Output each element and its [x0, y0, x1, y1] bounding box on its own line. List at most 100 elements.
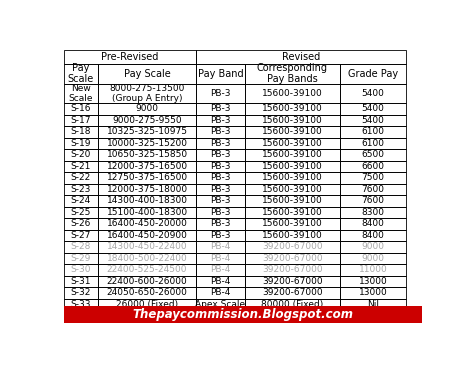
Bar — [340, 84, 406, 103]
Text: 13000: 13000 — [358, 288, 387, 298]
Text: S-26: S-26 — [71, 220, 91, 228]
Bar — [98, 264, 196, 276]
Bar — [64, 253, 98, 264]
Bar — [245, 103, 340, 115]
Bar — [245, 161, 340, 172]
Bar — [98, 230, 196, 241]
Bar — [245, 299, 340, 310]
Text: Nil: Nil — [367, 311, 379, 320]
Text: 15600-39100: 15600-39100 — [262, 139, 323, 148]
Text: 6100: 6100 — [361, 128, 384, 136]
Bar — [340, 172, 406, 184]
Bar — [98, 264, 196, 276]
Text: S-31: S-31 — [71, 277, 91, 286]
Text: 14300-450-22400: 14300-450-22400 — [107, 243, 187, 251]
Bar — [245, 103, 340, 115]
Bar — [196, 115, 245, 126]
Bar — [340, 253, 406, 264]
Bar — [340, 276, 406, 287]
Bar — [196, 161, 245, 172]
Bar — [340, 103, 406, 115]
Text: S-18: S-18 — [71, 128, 91, 136]
Bar — [196, 241, 245, 253]
Text: 8300: 8300 — [361, 208, 384, 217]
Bar — [64, 161, 98, 172]
Bar — [245, 299, 340, 310]
Bar — [196, 172, 245, 184]
Text: 15600-39100: 15600-39100 — [262, 220, 323, 228]
Text: 15600-39100: 15600-39100 — [262, 104, 323, 113]
Text: PB-3: PB-3 — [210, 231, 231, 240]
Bar — [245, 149, 340, 161]
Bar — [64, 126, 98, 138]
Bar — [98, 172, 196, 184]
Text: 8400: 8400 — [362, 231, 384, 240]
Bar — [340, 184, 406, 195]
Bar — [196, 218, 245, 230]
Text: 80000 (Fixed): 80000 (Fixed) — [261, 300, 323, 309]
Bar — [98, 287, 196, 299]
Text: Pay
Scale: Pay Scale — [68, 63, 94, 84]
Text: S-33: S-33 — [71, 300, 91, 309]
Bar — [340, 172, 406, 184]
Bar — [196, 50, 406, 64]
Text: S-27: S-27 — [71, 231, 91, 240]
Bar — [245, 64, 340, 84]
Bar — [64, 149, 98, 161]
Bar — [245, 230, 340, 241]
Text: PB-4: PB-4 — [210, 288, 231, 298]
Bar — [340, 299, 406, 310]
Bar — [64, 184, 98, 195]
Bar — [98, 64, 196, 84]
Bar — [196, 310, 245, 322]
Text: 16400-450-20900: 16400-450-20900 — [107, 231, 187, 240]
Bar — [245, 138, 340, 149]
Bar — [98, 253, 196, 264]
Bar — [98, 253, 196, 264]
Bar — [340, 103, 406, 115]
Bar — [196, 310, 245, 322]
Bar — [340, 218, 406, 230]
Bar — [245, 241, 340, 253]
Bar — [196, 207, 245, 218]
Bar — [98, 184, 196, 195]
Bar — [64, 64, 98, 84]
Text: 11000: 11000 — [358, 265, 387, 275]
Text: Cab. Sec./: Cab. Sec./ — [198, 311, 243, 320]
Bar — [340, 241, 406, 253]
Bar — [340, 161, 406, 172]
Bar — [64, 172, 98, 184]
Bar — [196, 149, 245, 161]
Text: S-16: S-16 — [71, 104, 91, 113]
Text: 15600-39100: 15600-39100 — [262, 196, 323, 206]
Bar — [245, 287, 340, 299]
Bar — [340, 310, 406, 322]
Bar — [98, 195, 196, 207]
Text: 15600-39100: 15600-39100 — [262, 162, 323, 171]
Bar — [64, 306, 422, 323]
Text: 22400-600-26000: 22400-600-26000 — [107, 277, 187, 286]
Text: 90000 (Fixed): 90000 (Fixed) — [261, 311, 323, 320]
Text: 9000-275-9550: 9000-275-9550 — [112, 116, 182, 125]
Bar — [245, 310, 340, 322]
Bar — [64, 310, 98, 322]
Text: 5400: 5400 — [362, 116, 384, 125]
Bar — [196, 264, 245, 276]
Text: 16400-450-20000: 16400-450-20000 — [107, 220, 187, 228]
Bar — [64, 126, 98, 138]
Bar — [245, 195, 340, 207]
Bar — [98, 149, 196, 161]
Bar — [340, 287, 406, 299]
Bar — [64, 84, 98, 103]
Bar — [98, 207, 196, 218]
Bar — [64, 207, 98, 218]
Text: 5400: 5400 — [362, 104, 384, 113]
Text: PB-3: PB-3 — [210, 196, 231, 206]
Bar — [98, 218, 196, 230]
Bar — [245, 115, 340, 126]
Text: PB-3: PB-3 — [210, 89, 231, 98]
Bar — [196, 253, 245, 264]
Bar — [245, 264, 340, 276]
Text: PB-3: PB-3 — [210, 173, 231, 183]
Bar — [196, 276, 245, 287]
